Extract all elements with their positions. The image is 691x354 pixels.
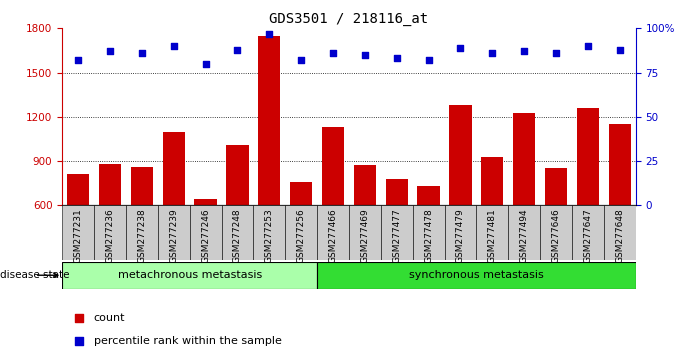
FancyBboxPatch shape xyxy=(94,205,126,260)
Text: GSM277231: GSM277231 xyxy=(74,208,83,263)
Bar xyxy=(290,182,312,205)
Text: count: count xyxy=(94,313,125,323)
Text: GSM277477: GSM277477 xyxy=(392,208,401,263)
FancyBboxPatch shape xyxy=(317,205,349,260)
Text: GSM277246: GSM277246 xyxy=(201,208,210,263)
Bar xyxy=(609,124,631,205)
FancyBboxPatch shape xyxy=(413,205,444,260)
Text: synchronous metastasis: synchronous metastasis xyxy=(409,270,544,280)
FancyBboxPatch shape xyxy=(62,205,94,260)
Title: GDS3501 / 218116_at: GDS3501 / 218116_at xyxy=(269,12,428,26)
Point xyxy=(423,57,434,63)
Text: GSM277479: GSM277479 xyxy=(456,208,465,263)
Bar xyxy=(226,145,249,205)
Text: metachronous metastasis: metachronous metastasis xyxy=(117,270,262,280)
Point xyxy=(500,241,511,247)
Text: GSM277253: GSM277253 xyxy=(265,208,274,263)
Point xyxy=(359,52,370,58)
FancyBboxPatch shape xyxy=(62,262,317,289)
Bar xyxy=(99,164,121,205)
Text: GSM277481: GSM277481 xyxy=(488,208,497,263)
Text: percentile rank within the sample: percentile rank within the sample xyxy=(94,336,282,346)
Text: GSM277248: GSM277248 xyxy=(233,208,242,263)
Bar xyxy=(131,167,153,205)
Text: GSM277238: GSM277238 xyxy=(138,208,146,263)
Point xyxy=(455,45,466,51)
Bar xyxy=(162,132,185,205)
Bar xyxy=(67,175,89,205)
Text: GSM277478: GSM277478 xyxy=(424,208,433,263)
FancyBboxPatch shape xyxy=(540,205,572,260)
Point xyxy=(500,32,511,38)
FancyBboxPatch shape xyxy=(317,262,636,289)
Bar xyxy=(354,166,376,205)
Point xyxy=(328,50,339,56)
Point xyxy=(551,50,562,56)
Text: disease state: disease state xyxy=(0,270,70,280)
FancyBboxPatch shape xyxy=(158,205,189,260)
FancyBboxPatch shape xyxy=(509,205,540,260)
Bar xyxy=(386,179,408,205)
FancyBboxPatch shape xyxy=(285,205,317,260)
Text: GSM277239: GSM277239 xyxy=(169,208,178,263)
Bar xyxy=(481,158,504,205)
Bar xyxy=(513,113,536,205)
FancyBboxPatch shape xyxy=(476,205,509,260)
FancyBboxPatch shape xyxy=(222,205,254,260)
Bar xyxy=(258,36,281,205)
FancyBboxPatch shape xyxy=(572,205,604,260)
Text: GSM277256: GSM277256 xyxy=(296,208,305,263)
FancyBboxPatch shape xyxy=(349,205,381,260)
Text: GSM277647: GSM277647 xyxy=(583,208,592,263)
Point xyxy=(232,47,243,52)
Point xyxy=(136,50,147,56)
Text: GSM277648: GSM277648 xyxy=(615,208,624,263)
Point xyxy=(614,47,625,52)
Text: GSM277646: GSM277646 xyxy=(551,208,560,263)
Bar xyxy=(545,168,567,205)
Point xyxy=(486,50,498,56)
Bar xyxy=(322,127,344,205)
Point xyxy=(73,57,84,63)
Point xyxy=(391,56,402,61)
Point xyxy=(104,48,115,54)
Bar xyxy=(577,108,599,205)
FancyBboxPatch shape xyxy=(444,205,476,260)
Point xyxy=(264,31,275,36)
Point xyxy=(296,57,307,63)
Bar xyxy=(417,186,439,205)
Point xyxy=(583,43,594,49)
Point xyxy=(519,48,530,54)
FancyBboxPatch shape xyxy=(189,205,222,260)
FancyBboxPatch shape xyxy=(254,205,285,260)
Point xyxy=(200,61,211,67)
FancyBboxPatch shape xyxy=(381,205,413,260)
Bar xyxy=(449,105,472,205)
Bar xyxy=(194,199,217,205)
Text: GSM277466: GSM277466 xyxy=(328,208,337,263)
Text: GSM277236: GSM277236 xyxy=(106,208,115,263)
Point xyxy=(168,43,179,49)
FancyBboxPatch shape xyxy=(126,205,158,260)
Text: GSM277494: GSM277494 xyxy=(520,208,529,263)
Text: GSM277469: GSM277469 xyxy=(361,208,370,263)
FancyBboxPatch shape xyxy=(604,205,636,260)
